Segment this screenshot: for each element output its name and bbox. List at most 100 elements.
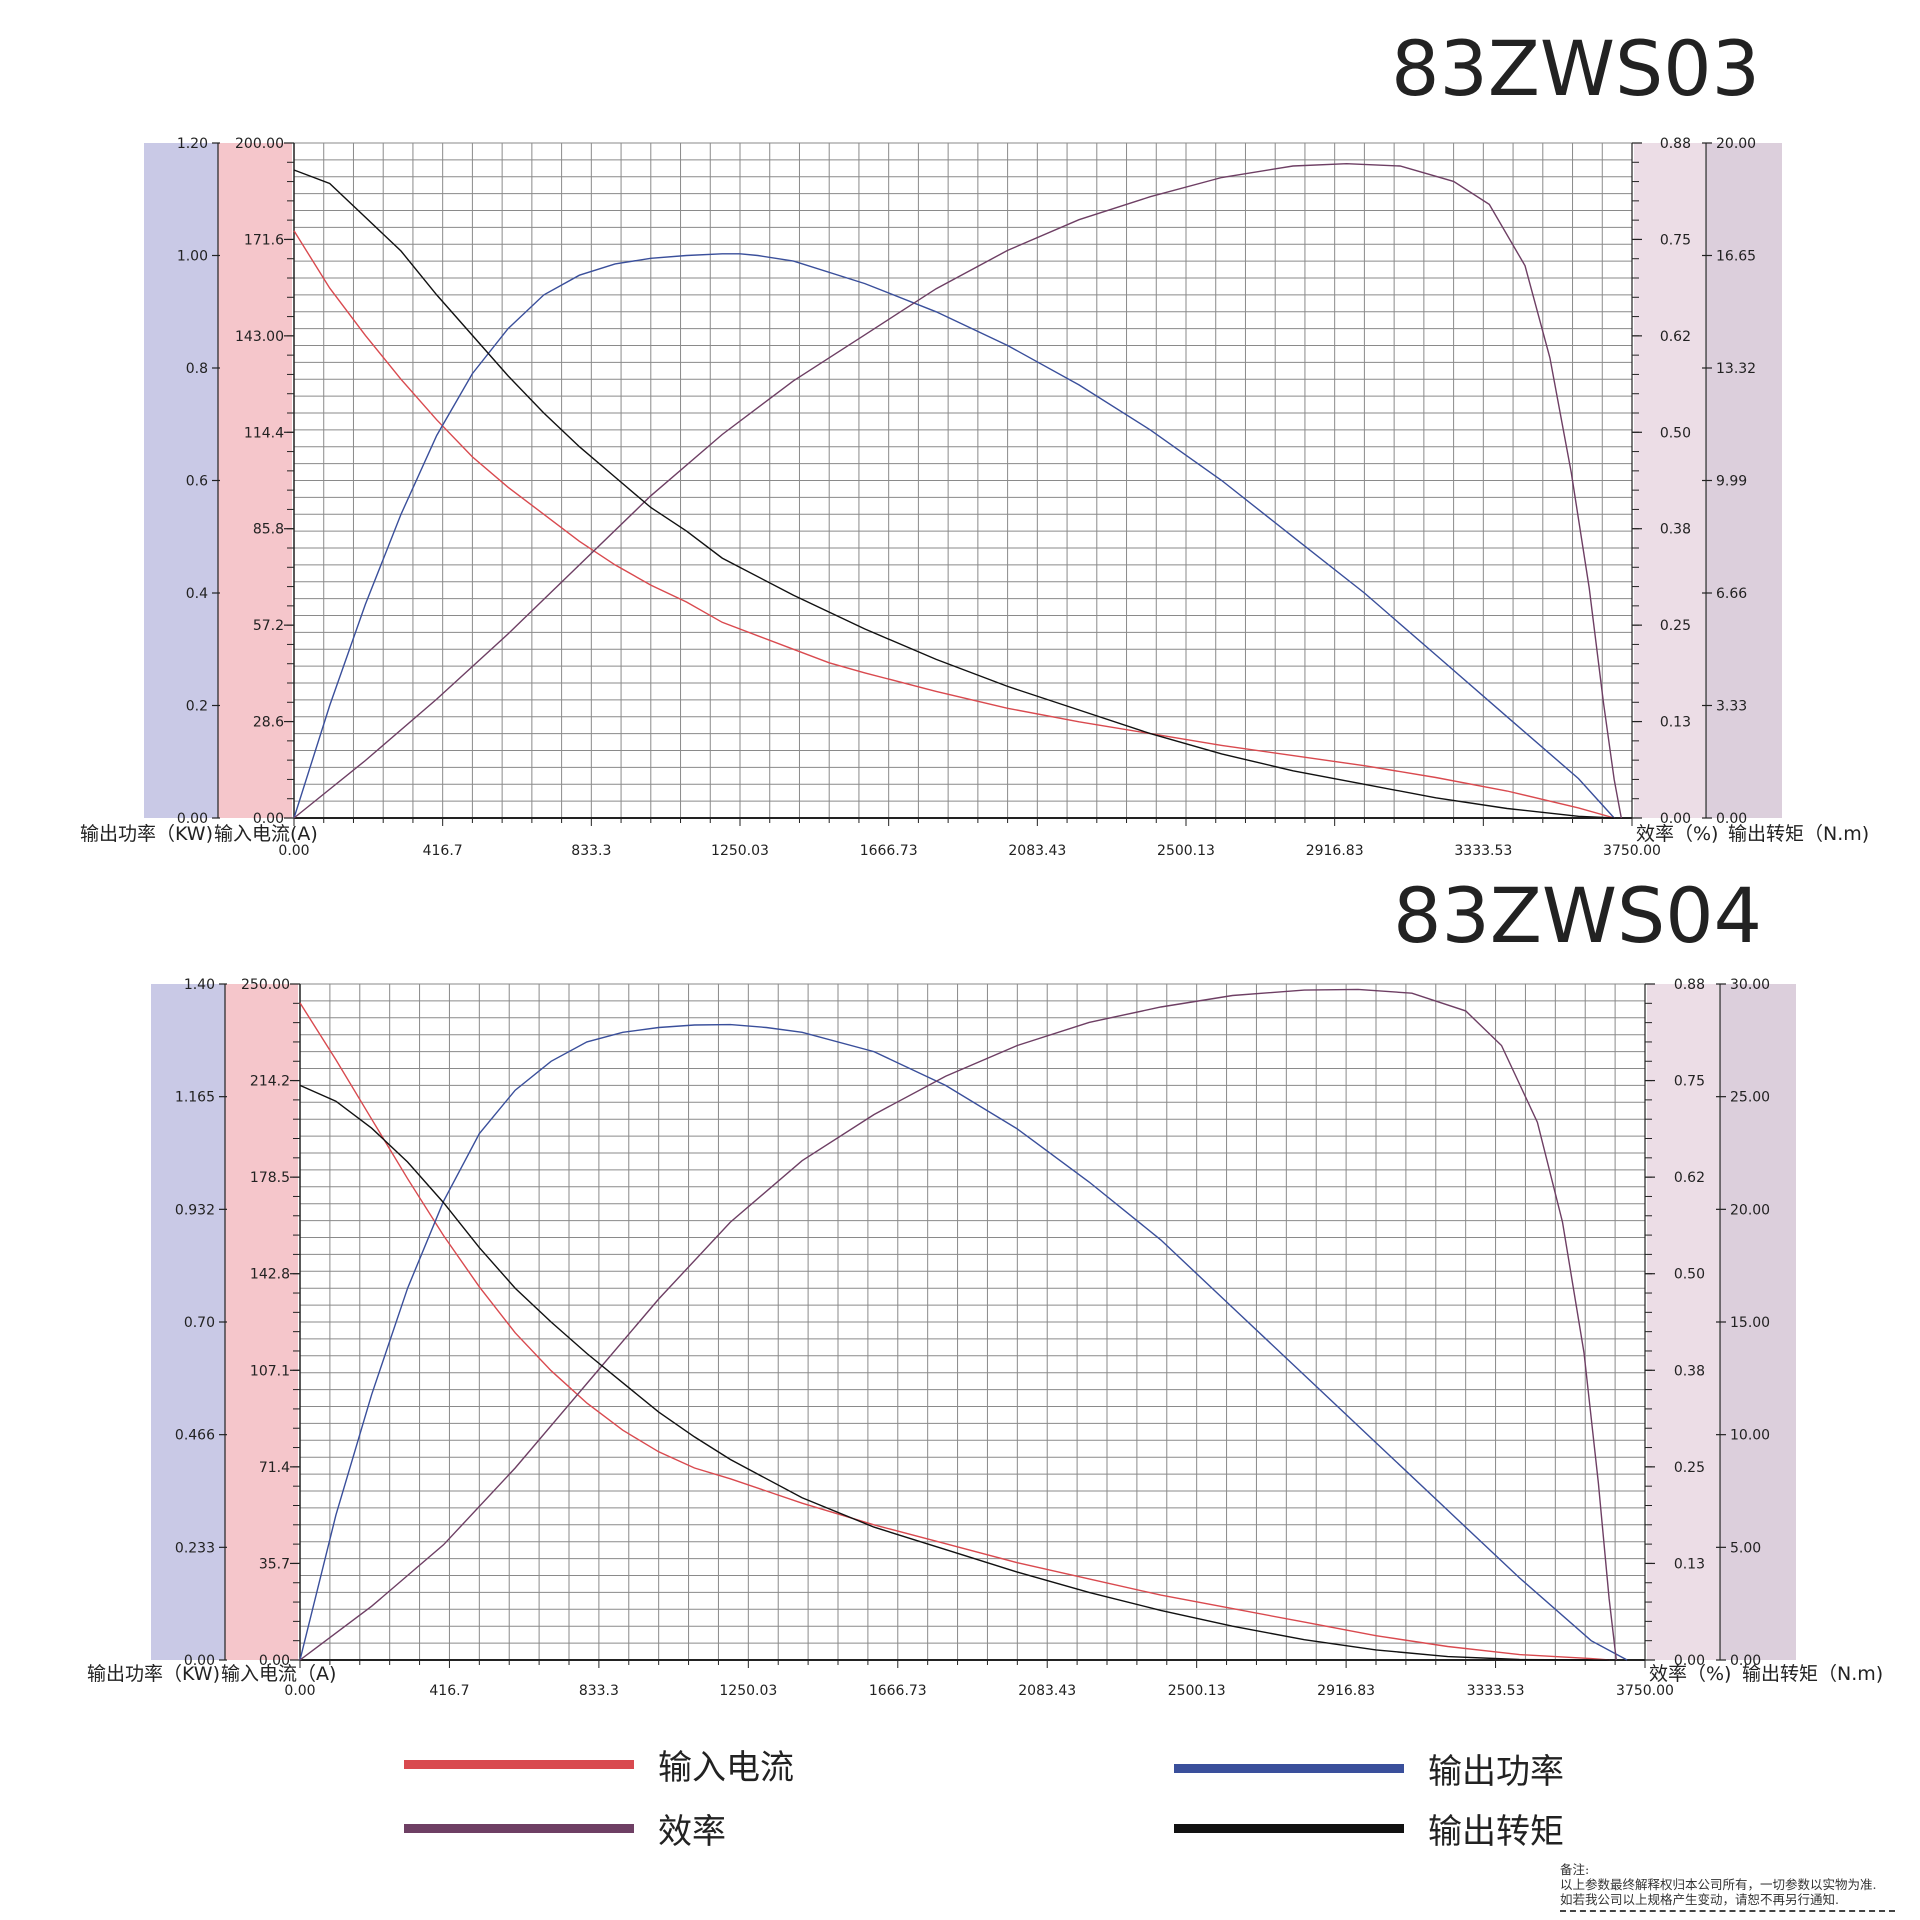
current-axis-tick-label: 85.8: [253, 522, 284, 538]
efficiency-axis-tick-label: 0.88: [1674, 977, 1705, 993]
legend-label-torque: 输出转矩: [1428, 1812, 1564, 1852]
efficiency-axis-band: [1634, 143, 1705, 818]
torque-axis-tick-label: 20.00: [1716, 136, 1756, 152]
efficiency-axis-tick-label: 0.13: [1660, 715, 1691, 731]
legend-label-efficiency: 效率: [658, 1812, 726, 1852]
current-axis-tick-label: 28.6: [253, 715, 284, 731]
current-axis-tick-label: 35.7: [259, 1556, 290, 1572]
current-axis-tick-label: 200.00: [235, 136, 284, 152]
x-tick-label: 2916.83: [1306, 843, 1364, 859]
chart-title: 83ZWS03: [1391, 24, 1760, 113]
x-tick-label: 3750.00: [1616, 1683, 1674, 1699]
efficiency-axis-tick-label: 0.50: [1674, 1267, 1705, 1283]
efficiency-axis-unit-label: 效率（%): [1636, 823, 1718, 845]
plot-grid: [293, 142, 1633, 819]
power-axis-tick-label: 0.932: [175, 1202, 215, 1218]
torque-axis-tick-label: 16.65: [1716, 249, 1756, 265]
footnote-heading: 备注:: [1560, 1862, 1590, 1877]
x-tick-label: 1250.03: [719, 1683, 777, 1699]
footnote-dashed-rule: [1560, 1910, 1895, 1912]
footnote: 备注: 以上参数最终解释权归本公司所有，一切参数以实物为准. 如若我公司以上规格…: [1560, 1862, 1900, 1912]
series-line-efficiency: [293, 162, 1622, 819]
current-axis-tick-label: 0.00: [259, 1653, 290, 1669]
x-tick-label: 2083.43: [1008, 843, 1066, 859]
power-axis-tick-label: 1.20: [177, 136, 208, 152]
current-axis-tick-label: 214.2: [250, 1074, 290, 1090]
legend-swatch-efficiency: [404, 1824, 634, 1833]
x-tick-label: 2500.13: [1157, 843, 1215, 859]
current-axis-unit-label: 输入电流(A): [214, 823, 318, 845]
power-axis-tick-label: 1.40: [184, 977, 215, 993]
efficiency-axis-tick-label: 0.75: [1674, 1074, 1705, 1090]
x-tick-label: 0.00: [278, 843, 309, 859]
plot-grid: [299, 983, 1646, 1661]
power-axis-tick-label: 0.00: [184, 1653, 215, 1669]
x-tick-label: 416.7: [423, 843, 463, 859]
legend-item-torque: 输出转矩: [1174, 1804, 1564, 1853]
legend-item-power: 输出功率: [1174, 1744, 1564, 1793]
torque-axis-band: [1706, 143, 1782, 818]
torque-axis-tick-label: 0.00: [1730, 1653, 1761, 1669]
efficiency-axis-tick-label: 0.75: [1660, 232, 1691, 248]
efficiency-axis-unit-label: 效率（%): [1649, 1663, 1731, 1685]
legend: 输入电流 输出功率 效率 输出转矩: [0, 1730, 1920, 1870]
efficiency-axis-tick-label: 0.62: [1674, 1170, 1705, 1186]
power-axis-tick-label: 0.70: [184, 1315, 215, 1331]
torque-axis-tick-label: 13.32: [1716, 361, 1756, 377]
current-axis-tick-label: 71.4: [259, 1460, 290, 1476]
x-tick-label: 833.3: [571, 843, 611, 859]
power-axis-tick-label: 0.466: [175, 1428, 215, 1444]
torque-axis-tick-label: 30.00: [1730, 977, 1770, 993]
legend-swatch-power: [1174, 1764, 1404, 1773]
series-line-current: [299, 1002, 1610, 1661]
power-axis-tick-label: 0.233: [175, 1540, 215, 1556]
power-axis-tick-label: 0.00: [177, 811, 208, 827]
current-axis-tick-label: 171.6: [244, 232, 284, 248]
current-axis-band: [225, 984, 298, 1660]
x-tick-label: 2916.83: [1317, 1683, 1375, 1699]
efficiency-axis-band: [1647, 984, 1719, 1660]
legend-label-current: 输入电流: [658, 1748, 794, 1788]
chart-83zws03: 83ZWS03 0.00 0.2 0.4 0.6 0.8 1.00 1.20 0.00 28.6 5…: [80, 24, 1869, 859]
legend-swatch-current: [404, 1760, 634, 1769]
current-axis-tick-label: 114.4: [244, 425, 284, 441]
current-axis-unit-label: 输入电流（A): [221, 1663, 336, 1685]
chart-83zws04: 83ZWS04 0.00 0.233 0.466 0.70 0.932 1.165 1.40 0…: [87, 880, 1883, 1699]
power-axis-unit-label: 输出功率（KW): [87, 1663, 220, 1685]
series-line-torque: [299, 1084, 1610, 1661]
efficiency-axis-tick-label: 0.00: [1660, 811, 1691, 827]
x-tick-label: 416.7: [429, 1683, 469, 1699]
torque-axis-tick-label: 20.00: [1730, 1202, 1770, 1218]
torque-axis-unit-label: 输出转矩（N.m): [1742, 1663, 1883, 1685]
x-tick-label: 1666.73: [869, 1683, 927, 1699]
efficiency-axis-tick-label: 0.50: [1660, 425, 1691, 441]
power-axis-unit-label: 输出功率（KW): [80, 823, 213, 845]
efficiency-axis-tick-label: 0.62: [1660, 329, 1691, 345]
power-axis-tick-label: 0.8: [186, 361, 208, 377]
legend-label-power: 输出功率: [1428, 1752, 1564, 1792]
x-tick-label: 1250.03: [711, 843, 769, 859]
series-line-power: [299, 1023, 1628, 1661]
footnote-line-2: 如若我公司以上规格产生变动，请恕不再另行通知.: [1560, 1892, 1839, 1907]
torque-axis-tick-label: 5.00: [1730, 1540, 1761, 1556]
efficiency-axis-tick-label: 0.00: [1674, 1653, 1705, 1669]
series-line-torque: [293, 169, 1615, 819]
current-axis-tick-label: 57.2: [253, 618, 284, 634]
torque-axis-tick-label: 10.00: [1730, 1428, 1770, 1444]
current-axis-tick-label: 250.00: [241, 977, 290, 993]
torque-axis-tick-label: 15.00: [1730, 1315, 1770, 1331]
efficiency-axis-tick-label: 0.88: [1660, 136, 1691, 152]
torque-axis-tick-label: 25.00: [1730, 1090, 1770, 1106]
torque-axis-band: [1720, 984, 1796, 1660]
current-axis-tick-label: 178.5: [250, 1170, 290, 1186]
chart-title: 83ZWS04: [1393, 880, 1762, 960]
x-tick-label: 0.00: [284, 1683, 315, 1699]
power-axis-tick-label: 1.165: [175, 1090, 215, 1106]
power-axis-tick-label: 1.00: [177, 249, 208, 265]
current-axis-tick-label: 0.00: [253, 811, 284, 827]
torque-axis-tick-label: 6.66: [1716, 586, 1747, 602]
legend-swatch-torque: [1174, 1824, 1404, 1833]
legend-item-efficiency: 效率: [404, 1804, 726, 1853]
torque-axis-tick-label: 9.99: [1716, 474, 1747, 490]
torque-axis-tick-label: 0.00: [1716, 811, 1747, 827]
